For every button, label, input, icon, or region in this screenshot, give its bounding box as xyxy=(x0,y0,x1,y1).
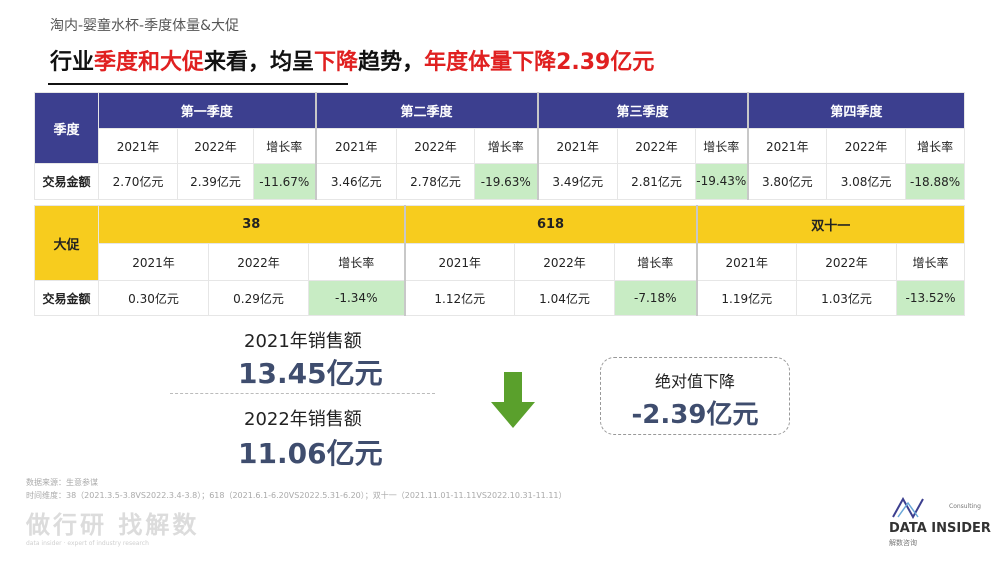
absolute-drop-box: 绝对值下降 -2.39亿元 xyxy=(600,357,790,435)
data-source: 数据来源：生意参谋 xyxy=(26,478,98,487)
metric-label: 交易金额 xyxy=(34,280,99,316)
drop-label: 绝对值下降 xyxy=(654,372,735,391)
col-header-2021: 2021年 xyxy=(696,243,798,281)
value-2022: 2.78亿元 xyxy=(396,163,476,200)
logo-mark-icon xyxy=(892,497,924,519)
col-header-2022: 2022年 xyxy=(514,243,615,281)
time-period-note: 时间维度：38（2021.3.5-3.8VS2022.3.4-3.8）；618（… xyxy=(26,491,567,500)
value-2022: 0.29亿元 xyxy=(208,280,309,316)
growth-rate: -19.63% xyxy=(474,163,539,200)
value-2022: 1.04亿元 xyxy=(514,280,615,316)
headline-part: 行业 xyxy=(50,50,95,75)
col-header-2021: 2021年 xyxy=(747,128,828,164)
col-header-2021: 2021年 xyxy=(98,243,209,281)
col-header-2022: 2022年 xyxy=(177,128,254,164)
page-headline: 行业季度和大促来看，均呈下降趋势，年度体量下降2.39亿元 xyxy=(50,44,654,76)
col-header-growth: 增长率 xyxy=(905,128,966,164)
drop-value: -2.39亿元 xyxy=(631,400,759,430)
headline-part: 趋势， xyxy=(358,50,425,75)
sales-2022-label: 2022年销售额 xyxy=(244,409,362,430)
promo-group-header: 双十一 xyxy=(696,205,966,244)
value-2021: 2.70亿元 xyxy=(98,163,178,200)
growth-rate: -1.34% xyxy=(308,280,406,316)
col-header-2022: 2022年 xyxy=(208,243,309,281)
logo-consulting: Consulting xyxy=(949,503,981,510)
value-2021: 3.46亿元 xyxy=(315,163,398,200)
quarter-group-header: 第三季度 xyxy=(537,92,749,129)
headline-part: 下降 xyxy=(314,50,359,75)
growth-rate: -18.88% xyxy=(905,163,966,200)
col-header-2021: 2021年 xyxy=(315,128,398,164)
col-header-2022: 2022年 xyxy=(617,128,697,164)
metric-label: 交易金额 xyxy=(34,163,99,200)
col-header-2022: 2022年 xyxy=(396,128,476,164)
page-subtitle: 淘内-婴童水杯-季度体量&大促 xyxy=(50,18,240,34)
growth-rate: -11.67% xyxy=(252,163,317,200)
quarter-group-header: 第四季度 xyxy=(747,92,966,129)
value-2022: 2.81亿元 xyxy=(617,163,697,200)
headline-part: 来看，均呈 xyxy=(204,50,315,75)
data-insider-logo: Consulting DATA INSIDER 解数咨询 xyxy=(889,497,991,547)
quarter-group-header: 第一季度 xyxy=(97,92,317,129)
value-2022: 1.03亿元 xyxy=(796,280,898,316)
col-header-growth: 增长率 xyxy=(308,243,406,281)
value-2021: 3.80亿元 xyxy=(747,163,828,200)
quarter-row-label: 季度 xyxy=(34,92,99,164)
watermark: 做行研 找解数 xyxy=(26,511,200,539)
sales-2021-label: 2021年销售额 xyxy=(244,331,362,352)
promo-group-header: 618 xyxy=(403,205,698,244)
col-header-2021: 2021年 xyxy=(404,243,515,281)
sales-2022-value: 11.06亿元 xyxy=(238,437,383,470)
growth-rate: -7.18% xyxy=(613,280,698,316)
value-2022: 3.08亿元 xyxy=(826,163,907,200)
watermark-sub: data insider · expert of industry resear… xyxy=(26,540,149,547)
quarter-table: 季度 第一季度 第二季度 第三季度 第四季度 2021年 2022年 增长率 2… xyxy=(34,92,966,200)
col-header-growth: 增长率 xyxy=(474,128,539,164)
value-2021: 1.19亿元 xyxy=(696,280,798,316)
promo-table: 大促 38 618 双十一 2021年 2022年 增长率 2021年 2022… xyxy=(34,205,966,316)
col-header-2022: 2022年 xyxy=(796,243,898,281)
col-header-2022: 2022年 xyxy=(826,128,907,164)
col-header-growth: 增长率 xyxy=(896,243,966,281)
col-header-growth: 增长率 xyxy=(252,128,317,164)
value-2021: 1.12亿元 xyxy=(404,280,515,316)
col-header-growth: 增长率 xyxy=(695,128,749,164)
logo-cn: 解数咨询 xyxy=(889,539,917,547)
growth-rate: -19.43% xyxy=(695,163,749,200)
quarter-group-header: 第二季度 xyxy=(315,92,539,129)
value-2022: 2.39亿元 xyxy=(177,163,254,200)
kpi-divider xyxy=(170,393,435,394)
down-arrow-icon xyxy=(491,372,535,428)
col-header-growth: 增长率 xyxy=(613,243,698,281)
logo-name: DATA INSIDER xyxy=(889,521,991,536)
headline-part: 季度和大促 xyxy=(94,50,205,75)
col-header-2021: 2021年 xyxy=(537,128,619,164)
sales-2021-value: 13.45亿元 xyxy=(238,357,383,390)
headline-part: 年度体量下降2.39亿元 xyxy=(424,50,655,75)
promo-group-header: 38 xyxy=(98,205,406,244)
growth-rate: -13.52% xyxy=(896,280,966,316)
value-2021: 0.30亿元 xyxy=(98,280,209,316)
value-2021: 3.49亿元 xyxy=(537,163,619,200)
col-header-2021: 2021年 xyxy=(98,128,178,164)
promo-row-label: 大促 xyxy=(34,205,99,281)
headline-underline xyxy=(48,83,348,85)
